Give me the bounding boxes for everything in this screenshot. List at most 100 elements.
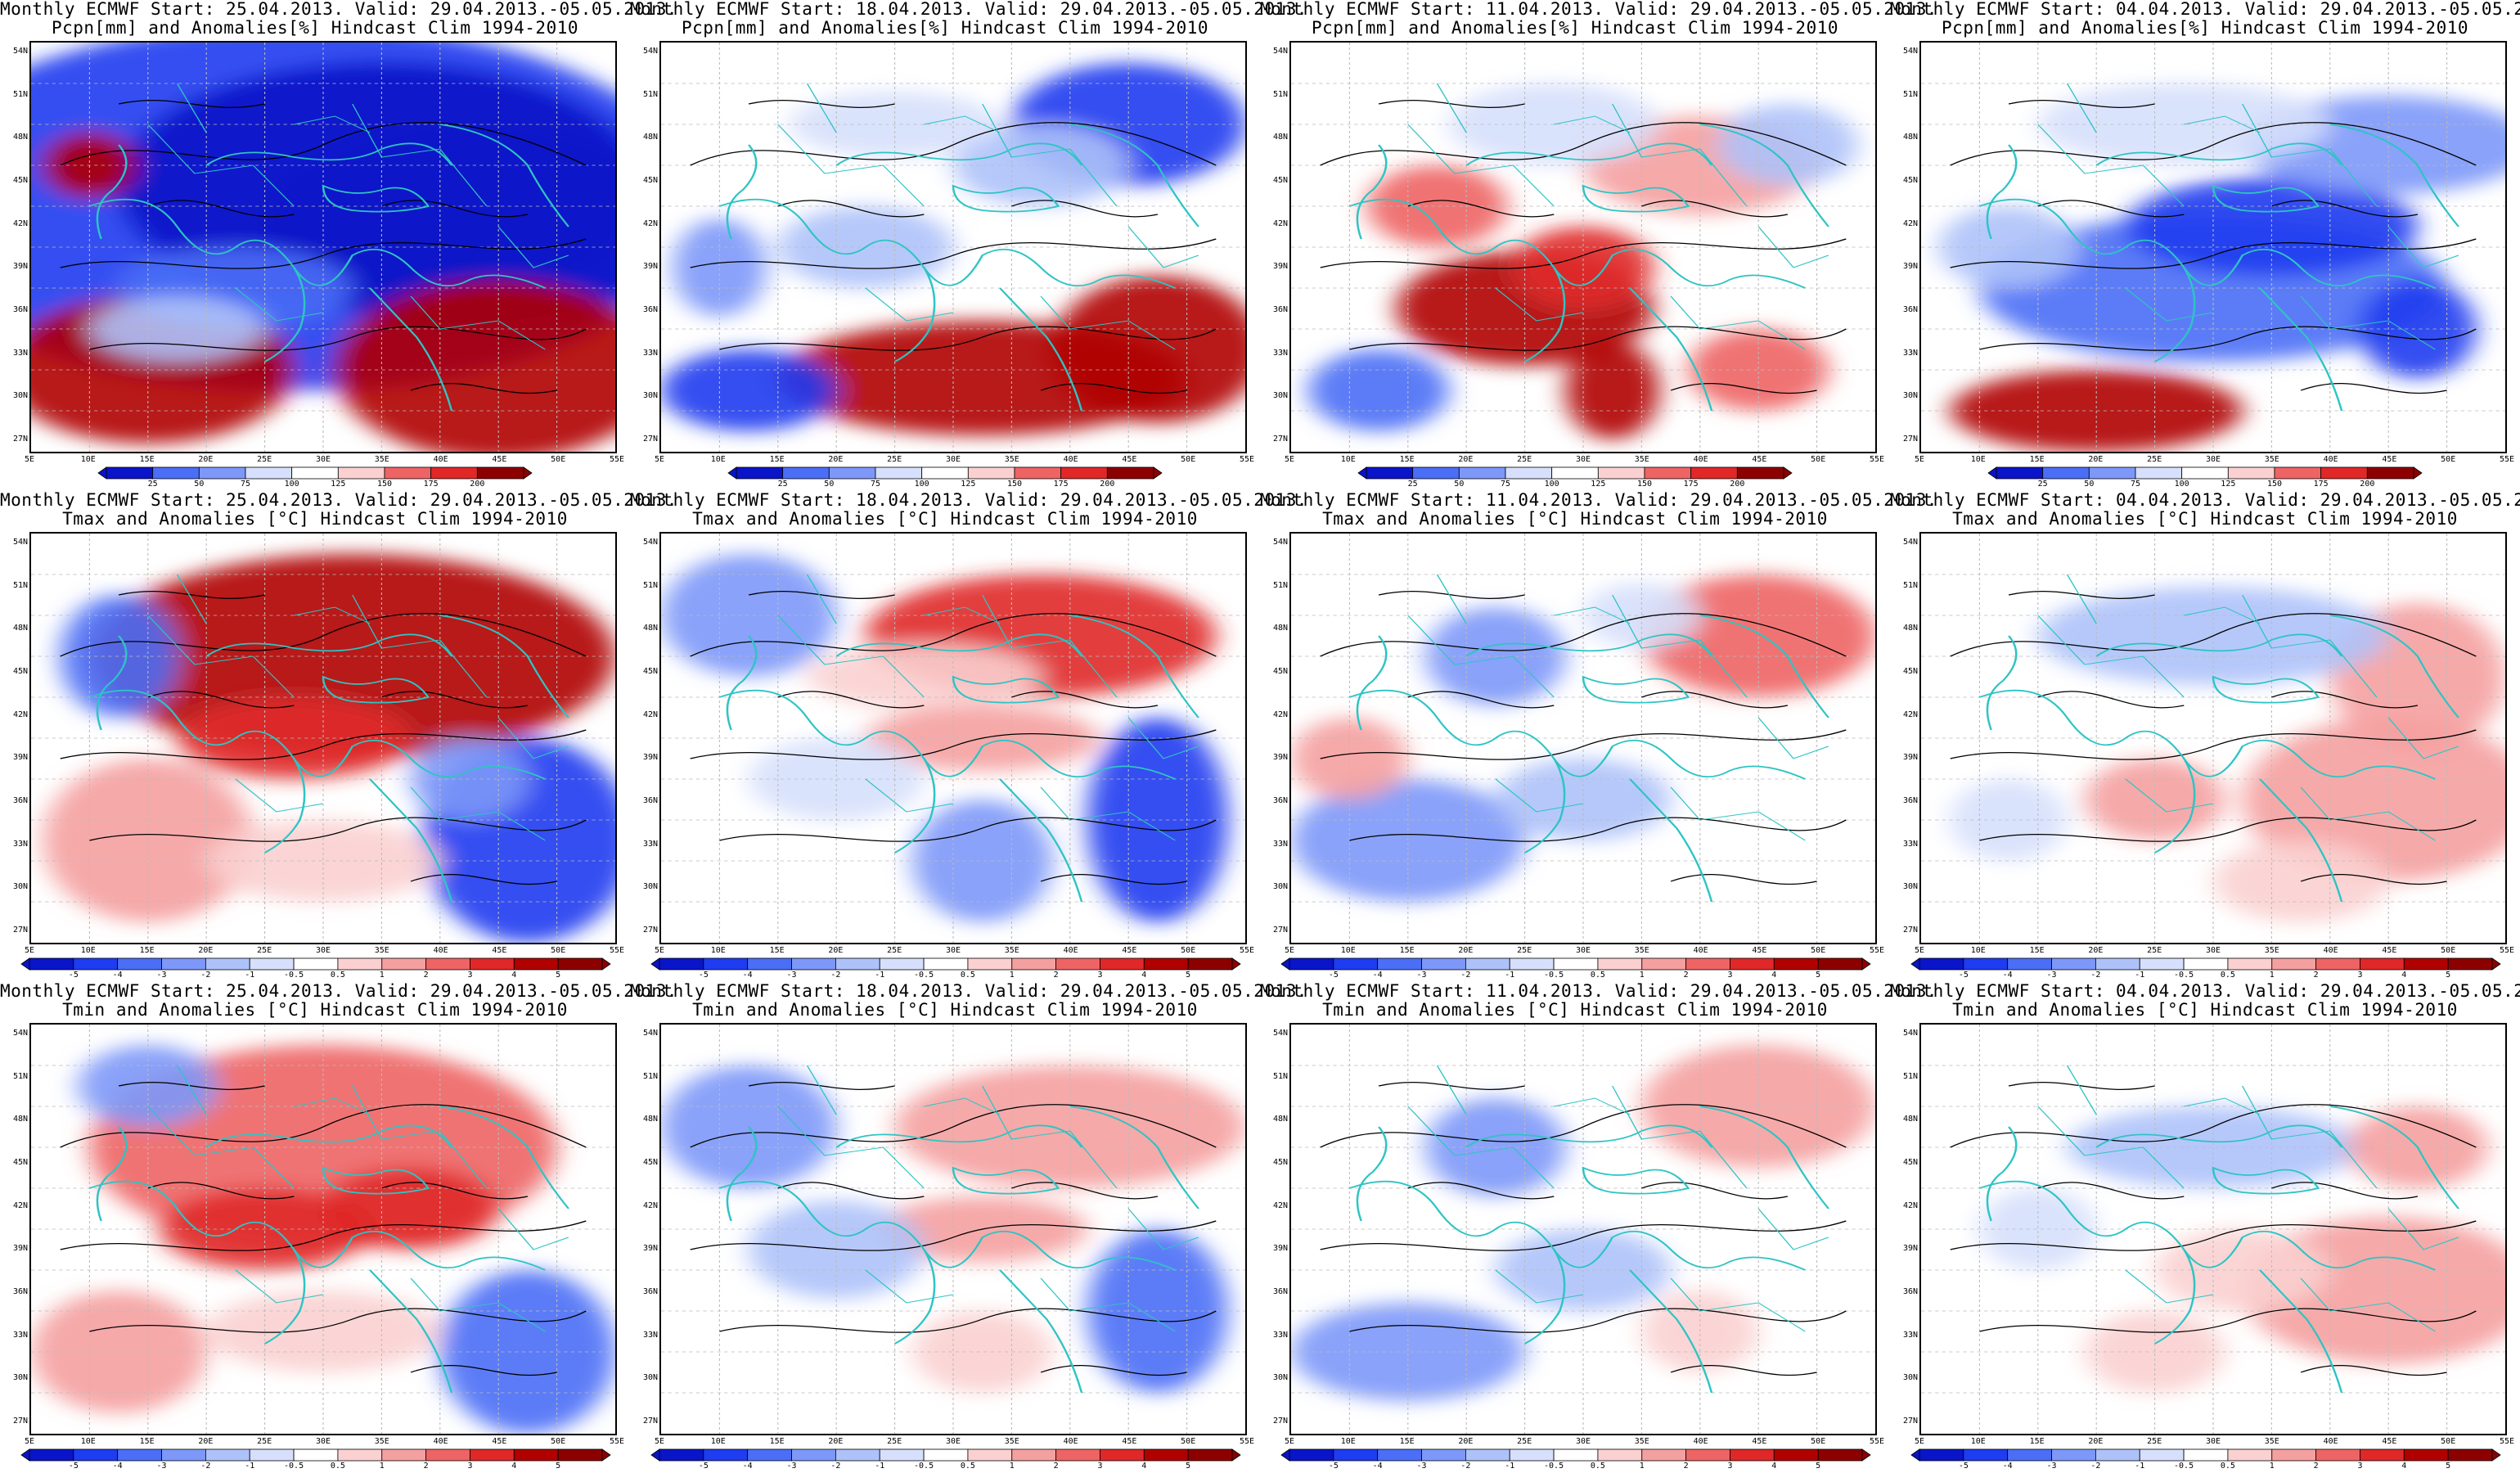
country-border [924, 606, 1001, 624]
lat-label: 39N [1272, 753, 1288, 763]
lon-label: 40E [1693, 1437, 1708, 1446]
lat-label: 36N [1272, 796, 1288, 805]
colorbar-arrow-high [1231, 957, 1241, 971]
lon-label: 50E [551, 455, 566, 464]
anomaly-field [31, 43, 615, 452]
colorbar-swatch [2274, 466, 2322, 480]
colorbar-label: 25 [777, 480, 788, 489]
colorbar-arrow-high [2491, 957, 2501, 971]
anomaly-map [29, 1023, 617, 1435]
colorbar-swatch [2095, 957, 2140, 971]
colorbar-swatch [1685, 957, 1730, 971]
country-border [2387, 717, 2459, 759]
coastline [2329, 1106, 2459, 1209]
colorbar-label: -3 [786, 1462, 797, 1471]
anomaly-blob [323, 1168, 499, 1250]
anomaly-field [1921, 1025, 2505, 1434]
anomaly-blob [1495, 1229, 1672, 1311]
colorbar-label: -3 [2046, 971, 2057, 980]
colorbar-swatch [1412, 466, 1460, 480]
coastline [2212, 1166, 2320, 1195]
colorbar-swatch [1597, 466, 1645, 480]
lat-label: 48N [642, 624, 658, 633]
contour-line [1407, 200, 1555, 218]
lon-label: 30E [945, 946, 961, 955]
lat-label: 54N [642, 47, 658, 56]
colorbar [1280, 957, 1871, 971]
coastline [2095, 142, 2343, 166]
lat-label: 45N [642, 176, 658, 185]
lat-label: 48N [12, 1115, 28, 1124]
colorbar-svg [1910, 1448, 2501, 1462]
lon-label: 10E [710, 946, 726, 955]
colorbar-swatch [2315, 957, 2360, 971]
colorbar-swatch [1366, 466, 1414, 480]
country-border [410, 786, 546, 841]
lon-label: 5E [1914, 455, 1925, 464]
contour-line [777, 200, 925, 218]
colorbar-label: 4 [511, 1462, 517, 1471]
colorbar-label: 25 [1407, 480, 1418, 489]
country-border [2184, 115, 2261, 133]
coastline [2259, 1269, 2343, 1394]
map-panel-precip-4: Monthly ECMWF Start: 04.04.2013. Valid: … [1890, 0, 2520, 491]
lat-label: 27N [1902, 926, 1918, 935]
coastline [263, 758, 306, 854]
lat-label: 36N [1272, 1287, 1288, 1296]
contour-line [1011, 691, 1159, 709]
country-border [497, 717, 569, 759]
lon-label: 15E [769, 946, 785, 955]
colorbar-label: 5 [2446, 1462, 2451, 1471]
colorbar-arrow-low [1987, 466, 1997, 480]
contour-line [690, 122, 1217, 166]
anomaly-map [659, 1023, 1247, 1435]
contour-line [1670, 874, 1817, 885]
colorbar-swatch [513, 1448, 559, 1462]
colorbar-swatch [73, 957, 119, 971]
colorbar-label: 175 [1683, 480, 1699, 489]
coastline [1978, 198, 2436, 289]
coastline [893, 267, 936, 363]
map-panel-precip-2: Monthly ECMWF Start: 18.04.2013. Valid: … [630, 0, 1307, 491]
colorbar-label: 1 [1639, 1462, 1645, 1471]
colorbar-label: -1 [1505, 1462, 1515, 1471]
coastline [999, 1269, 1083, 1394]
country-border [1127, 226, 1199, 268]
colorbar-label: 200 [1100, 480, 1115, 489]
colorbar-swatch [2271, 1448, 2317, 1462]
lon-label: 5E [654, 455, 665, 464]
colorbar-swatch [1919, 1448, 1964, 1462]
contour-line [1011, 200, 1159, 218]
colorbar-swatch [923, 1448, 969, 1462]
colorbar-label: 1 [1009, 1462, 1015, 1471]
anomaly-blob [1938, 206, 2079, 288]
lon-label: 35E [374, 455, 389, 464]
coastline [835, 633, 1083, 657]
colorbar-label: 4 [2401, 1462, 2407, 1471]
lat-label: 33N [12, 839, 28, 849]
lat-label: 27N [1902, 435, 1918, 444]
colorbar-swatch [1421, 957, 1466, 971]
lon-label: 20E [828, 946, 844, 955]
colorbar [1910, 957, 2501, 971]
lat-label: 45N [1272, 667, 1288, 676]
colorbar-swatch [1963, 957, 2009, 971]
contour-line [2037, 691, 2185, 709]
lon-label: 25E [1517, 1437, 1532, 1446]
colorbar-swatch [1187, 1448, 1233, 1462]
anomaly-map [1289, 1023, 1877, 1435]
colorbar-label: -2 [200, 971, 211, 980]
country-border [2387, 1208, 2459, 1250]
panel-title-line2: Tmin and Anomalies [°C] Hindcast Clim 19… [1952, 1000, 2458, 1020]
colorbar-swatch [703, 957, 749, 971]
lon-label: 30E [2205, 946, 2221, 955]
contour-line [410, 383, 557, 394]
lon-label: 20E [828, 455, 844, 464]
colorbar-label: -2 [830, 1462, 841, 1471]
contour-line [1040, 383, 1187, 394]
lat-label: 33N [12, 1330, 28, 1340]
colorbar-swatch [1597, 957, 1643, 971]
colorbar-label: -1 [1505, 971, 1515, 980]
anomaly-map [1919, 532, 2507, 944]
country-border [410, 1277, 546, 1332]
